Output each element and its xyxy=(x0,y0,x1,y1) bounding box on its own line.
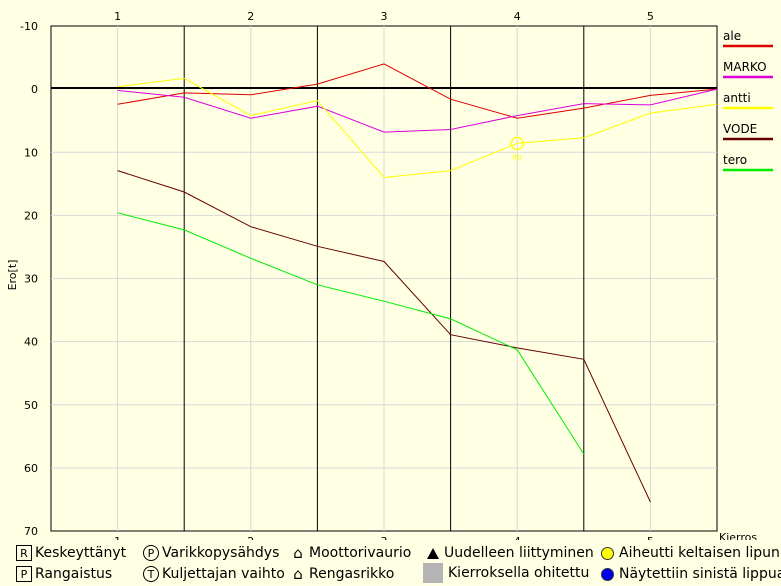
engine-failure-icon: ⌂ xyxy=(293,543,303,562)
y-tick-label: 30 xyxy=(24,273,38,286)
x-tick-label-top: 2 xyxy=(247,10,254,23)
legend-rejoin: Uudelleen liittyminen xyxy=(425,545,594,561)
legend-blue-flag-label: Näytettiin sinistä lippua xyxy=(619,566,781,582)
yellow-flag-marker xyxy=(510,136,524,151)
x-tick-label-top: 3 xyxy=(381,10,388,23)
legend-label-marko: MARKO xyxy=(723,60,767,74)
x-tick-label: 2 xyxy=(247,535,254,540)
legend-yellow-flag: Aiheutti keltaisen lipun xyxy=(599,545,780,561)
penalty-icon: P xyxy=(16,566,32,582)
series-line-antti xyxy=(117,77,718,179)
blue-dot-icon xyxy=(601,567,614,581)
legend-lapped-label: Kierroksella ohitettu xyxy=(448,565,590,581)
x-tick-label: 3 xyxy=(381,535,388,540)
legend-driver-change-label: Kuljettajan vaihto xyxy=(162,566,285,582)
legend-engine-failure: ⌂ Moottorivaurio xyxy=(290,545,411,561)
series-line-marko xyxy=(117,88,718,133)
y-tick-label: 50 xyxy=(24,399,38,412)
legend-retired-label: Keskeyttänyt xyxy=(35,545,127,561)
legend-penalty: P Rangaistus xyxy=(16,566,112,582)
y-axis-label: Ero[t] xyxy=(6,260,19,291)
legend-label-ale: ale xyxy=(723,29,741,43)
legend-blue-flag: Näytettiin sinistä lippua xyxy=(599,566,781,582)
y-tick-label: 40 xyxy=(24,336,38,349)
x-tick-label-top: 4 xyxy=(514,10,521,23)
legend-pitstop-label: Varikkopysähdys xyxy=(162,545,280,561)
legend-flat-tire: ⌂ Rengasrikko xyxy=(290,566,394,582)
legend-rejoin-label: Uudelleen liittyminen xyxy=(444,545,594,561)
symbol-legend: R Keskeyttänyt P Varikkopysähdys ⌂ Moott… xyxy=(0,540,781,586)
yellow-dot-icon xyxy=(601,546,614,560)
series-line-tero xyxy=(117,212,585,455)
legend-label-vode: VODE xyxy=(723,122,757,136)
y-tick-label: 10 xyxy=(24,146,38,159)
legend-retired: R Keskeyttänyt xyxy=(16,545,126,561)
y-tick-label: 20 xyxy=(24,209,38,222)
series-line-vode xyxy=(117,170,651,503)
y-tick-label: 70 xyxy=(24,525,38,538)
lap-chart: ilp -100102030405060701122334455 Ero[t] … xyxy=(6,10,773,540)
legend-penalty-label: Rangaistus xyxy=(35,566,113,582)
x-tick-label-top: 1 xyxy=(114,10,121,23)
x-axis-label: Kierros xyxy=(719,531,757,540)
x-tick-label: 5 xyxy=(647,535,654,540)
legend-pitstop: P Varikkopysähdys xyxy=(143,545,279,561)
x-tick-label: 4 xyxy=(514,535,521,540)
legend-driver-change: T Kuljettajan vaihto xyxy=(143,566,285,582)
triangle-icon xyxy=(427,547,439,559)
legend-label-antti: antti xyxy=(723,91,751,105)
driver-change-icon: T xyxy=(143,566,159,582)
series-line-ale xyxy=(117,63,718,119)
pitstop-icon: P xyxy=(143,545,159,561)
x-tick-label: 1 xyxy=(114,535,121,540)
legend-yellow-flag-label: Aiheutti keltaisen lipun xyxy=(619,545,780,561)
legend-flat-tire-label: Rengasrikko xyxy=(309,566,395,582)
y-tick-label: -10 xyxy=(20,20,38,33)
flat-tire-icon: ⌂ xyxy=(293,564,303,583)
retired-icon: R xyxy=(16,545,32,561)
yellow-flag-note: ilp xyxy=(512,152,522,161)
y-tick-label: 60 xyxy=(24,462,38,475)
x-tick-label-top: 5 xyxy=(647,10,654,23)
legend-engine-failure-label: Moottorivaurio xyxy=(309,545,412,561)
legend-label-tero: tero xyxy=(723,153,747,167)
legend-lapped: Kierroksella ohitettu xyxy=(423,563,589,583)
grey-box-icon xyxy=(423,563,443,583)
y-tick-label: 0 xyxy=(31,83,38,96)
